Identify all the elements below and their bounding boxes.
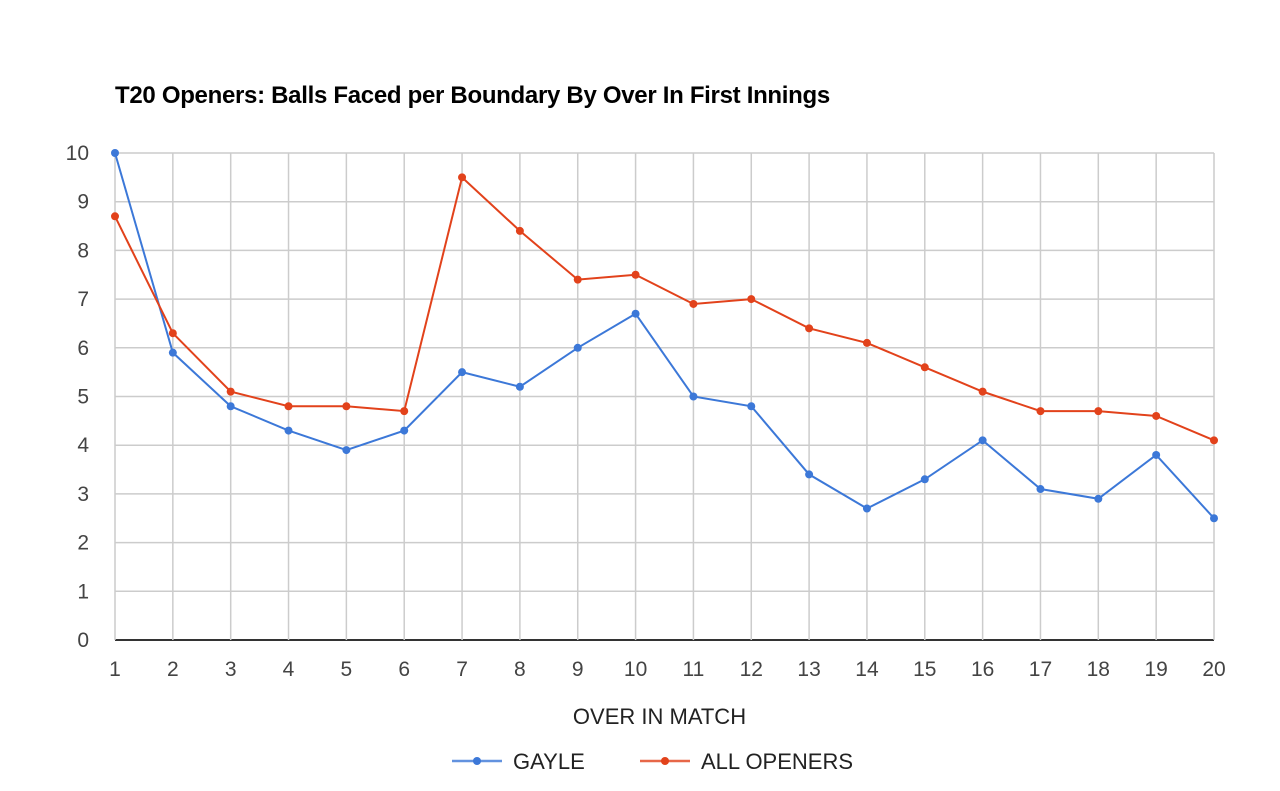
data-point (1094, 494, 1103, 503)
data-point (978, 387, 987, 396)
y-tick-label: 3 (77, 483, 89, 506)
data-point (920, 475, 929, 484)
data-point (862, 504, 871, 513)
y-tick-label: 1 (77, 580, 89, 603)
data-point (573, 343, 582, 352)
x-tick-label: 3 (225, 658, 237, 681)
x-tick-label: 20 (1202, 658, 1225, 681)
data-point (168, 329, 177, 338)
x-tick-label: 13 (797, 658, 820, 681)
data-point (400, 407, 409, 416)
data-point (515, 382, 524, 391)
x-tick-label: 16 (971, 658, 994, 681)
data-point (573, 275, 582, 284)
legend-marker-icon (661, 757, 669, 765)
x-tick-label: 18 (1087, 658, 1110, 681)
x-axis-label: OVER IN MATCH (573, 704, 746, 729)
x-tick-label: 2 (167, 658, 179, 681)
x-tick-label: 15 (913, 658, 936, 681)
data-point (805, 470, 814, 479)
y-tick-label: 9 (77, 191, 89, 214)
data-point (342, 446, 351, 455)
y-tick-label: 5 (77, 386, 89, 409)
data-point (689, 392, 698, 401)
data-point (226, 387, 235, 396)
data-point (1210, 436, 1218, 445)
data-point (342, 402, 351, 411)
series-line-gayle (114, 152, 1215, 519)
data-point (1210, 514, 1218, 523)
y-tick-label: 4 (77, 434, 89, 457)
data-point (747, 402, 756, 411)
data-point (1094, 407, 1103, 416)
x-tick-label: 1 (109, 658, 121, 681)
data-point (1036, 407, 1045, 416)
y-tick-label: 2 (77, 532, 89, 555)
y-tick-label: 8 (77, 239, 89, 262)
data-point (458, 368, 467, 377)
data-point (747, 295, 756, 304)
series-line-all-openers (114, 175, 1215, 442)
data-point (400, 426, 409, 435)
x-tick-label: 14 (855, 658, 879, 681)
x-tick-label: 19 (1144, 658, 1167, 681)
x-tick-label: 11 (683, 658, 705, 681)
y-tick-label: 0 (77, 629, 89, 652)
x-tick-label: 10 (624, 658, 647, 681)
data-point (226, 402, 235, 411)
data-point (111, 212, 119, 221)
x-tick-label: 9 (572, 658, 584, 681)
x-tick-label: 6 (398, 658, 410, 681)
data-point (631, 309, 640, 318)
data-point (458, 173, 467, 182)
data-point (978, 436, 987, 445)
data-point (515, 226, 524, 235)
y-tick-label: 10 (66, 142, 89, 165)
legend-marker-icon (473, 757, 481, 765)
data-point (168, 348, 177, 357)
data-point (111, 149, 119, 157)
x-tick-label: 4 (283, 658, 295, 681)
data-point (284, 426, 293, 435)
legend-label: GAYLE (513, 749, 585, 774)
data-point (1152, 411, 1161, 420)
x-tick-label: 8 (514, 658, 526, 681)
data-point (920, 363, 929, 372)
x-tick-label: 5 (341, 658, 353, 681)
data-point (805, 324, 814, 333)
y-tick-label: 7 (77, 288, 89, 311)
data-point (631, 270, 640, 279)
data-point (689, 299, 698, 308)
x-tick-label: 17 (1029, 658, 1052, 681)
data-point (284, 402, 293, 411)
y-tick-label: 6 (77, 337, 89, 360)
x-tick-label: 7 (456, 658, 468, 681)
x-tick-label: 12 (740, 658, 763, 681)
data-point (1152, 450, 1161, 459)
legend-label: ALL OPENERS (701, 749, 853, 774)
data-point (1036, 485, 1045, 494)
data-point (862, 338, 871, 347)
chart-title: T20 Openers: Balls Faced per Boundary By… (115, 82, 830, 109)
